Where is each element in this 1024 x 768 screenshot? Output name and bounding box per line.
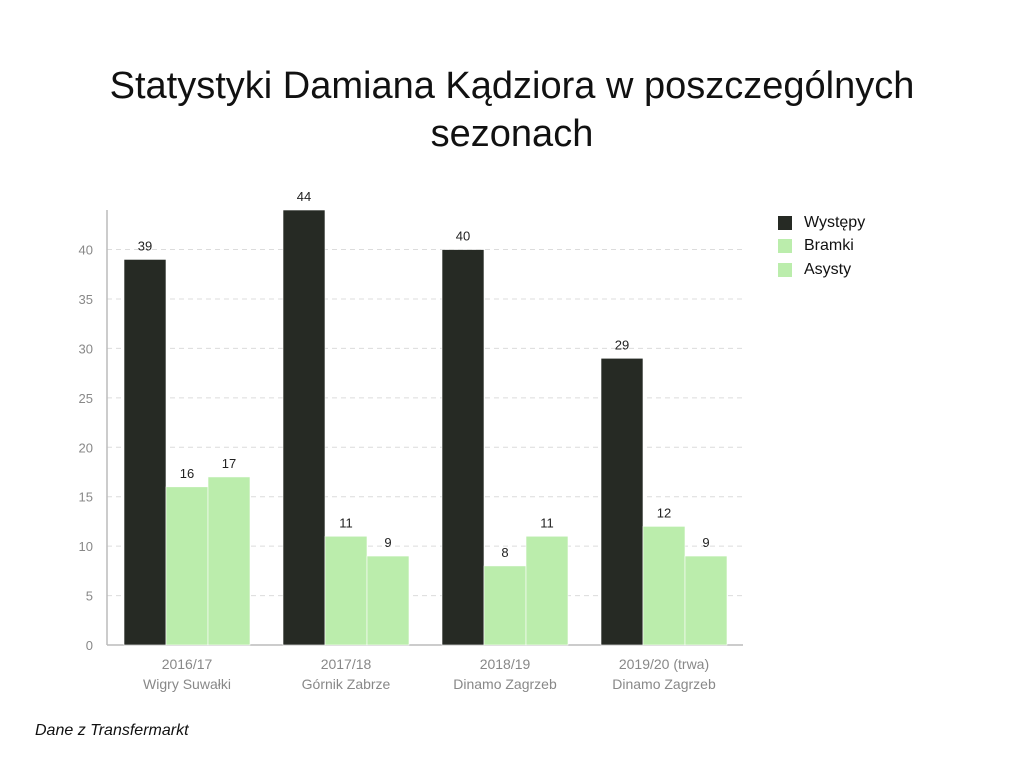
data-label: 9 (702, 535, 709, 550)
y-tick-label: 40 (79, 243, 93, 258)
chart-legend: Występy Bramki Asysty (778, 211, 865, 282)
legend-item: Występy (778, 211, 865, 235)
data-label: 11 (540, 515, 554, 530)
data-label: 11 (339, 515, 353, 530)
x-tick-label: Dinamo Zagrzeb (453, 676, 557, 692)
x-tick-label: Górnik Zabrze (302, 676, 391, 692)
bar (483, 565, 527, 646)
data-label: 12 (657, 505, 671, 520)
y-tick-label: 20 (79, 440, 93, 455)
y-tick-label: 25 (79, 391, 93, 406)
y-tick-label: 0 (86, 638, 93, 653)
legend-item: Asysty (778, 258, 865, 282)
source-note: Dane z Transfermarkt (35, 722, 189, 739)
data-label: 16 (180, 466, 194, 481)
y-tick-label: 15 (79, 490, 93, 505)
x-tick-label: 2018/19 (480, 656, 531, 672)
bar (207, 476, 251, 646)
legend-label: Asysty (804, 260, 852, 278)
data-label: 40 (456, 229, 470, 244)
bar (282, 209, 326, 646)
bar (525, 535, 569, 646)
data-label: 39 (138, 238, 152, 253)
legend-swatch (778, 239, 792, 254)
bar (684, 555, 728, 646)
x-tick-label: Dinamo Zagrzeb (612, 676, 716, 692)
bar (165, 486, 209, 646)
data-label: 17 (222, 456, 236, 471)
bar (324, 535, 368, 646)
y-tick-label: 10 (79, 539, 93, 554)
y-tick-label: 35 (79, 292, 93, 307)
bar (441, 249, 485, 646)
legend-swatch (778, 262, 792, 277)
x-tick-label: Wigry Suwałki (143, 676, 231, 692)
legend-label: Występy (804, 213, 866, 231)
y-tick-label: 30 (79, 341, 93, 356)
chart-title: Statystyki Damiana Kądziora w poszczegól… (109, 65, 915, 155)
legend-item: Bramki (778, 235, 865, 259)
bar (123, 259, 167, 646)
legend-label: Bramki (804, 237, 854, 255)
data-label: 9 (384, 535, 391, 550)
legend-swatch (778, 215, 792, 230)
bar (366, 555, 410, 646)
x-tick-label: 2017/18 (321, 656, 372, 672)
x-tick-label: 2016/17 (162, 656, 213, 672)
data-label: 29 (615, 337, 629, 352)
y-tick-label: 5 (86, 589, 93, 604)
data-label: 8 (501, 545, 508, 560)
data-label: 44 (297, 189, 311, 204)
bar (600, 357, 644, 646)
bar (642, 526, 686, 646)
x-tick-label: 2019/20 (trwa) (619, 656, 709, 672)
